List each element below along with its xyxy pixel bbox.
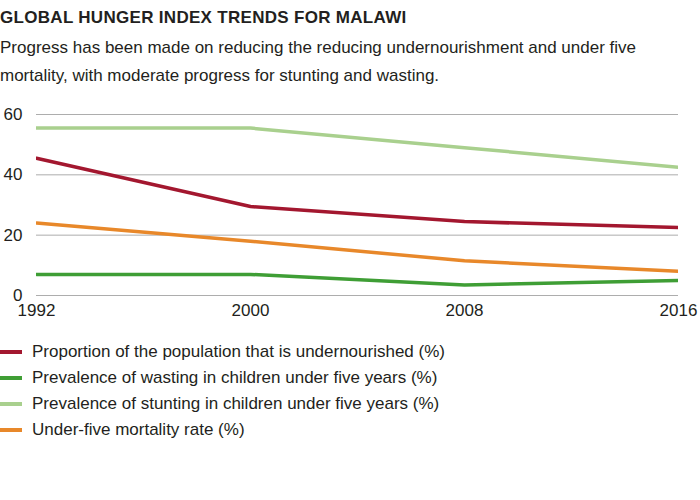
svg-text:0: 0 — [13, 285, 23, 305]
html-text:GLOBAL HUNGER INDEX TRENDS FOR: GLOBAL HUNGER INDEX TRENDS FOR MALAWI — [0, 8, 407, 27]
svg-text:20: 20 — [4, 226, 23, 245]
svg-text:1992: 1992 — [18, 301, 56, 320]
html-text:Under-five mortality rate (%): Under-five mortality rate (%) — [32, 420, 245, 439]
svg-text:40: 40 — [4, 165, 23, 184]
html-text:Proportion of the population t: Proportion of the population that is und… — [32, 342, 445, 361]
html-text:Prevalence of wasting in child: Prevalence of wasting in children under … — [32, 368, 438, 387]
html-text:Progress has been made on redu: Progress has been made on reducing the r… — [0, 38, 636, 85]
html-text:Prevalence of stunting in chil: Prevalence of stunting in children under… — [32, 394, 440, 413]
svg-text:2016: 2016 — [660, 301, 698, 320]
svg-text:60: 60 — [4, 105, 23, 124]
svg-text:2008: 2008 — [446, 301, 484, 320]
svg-text:2000: 2000 — [232, 301, 270, 320]
